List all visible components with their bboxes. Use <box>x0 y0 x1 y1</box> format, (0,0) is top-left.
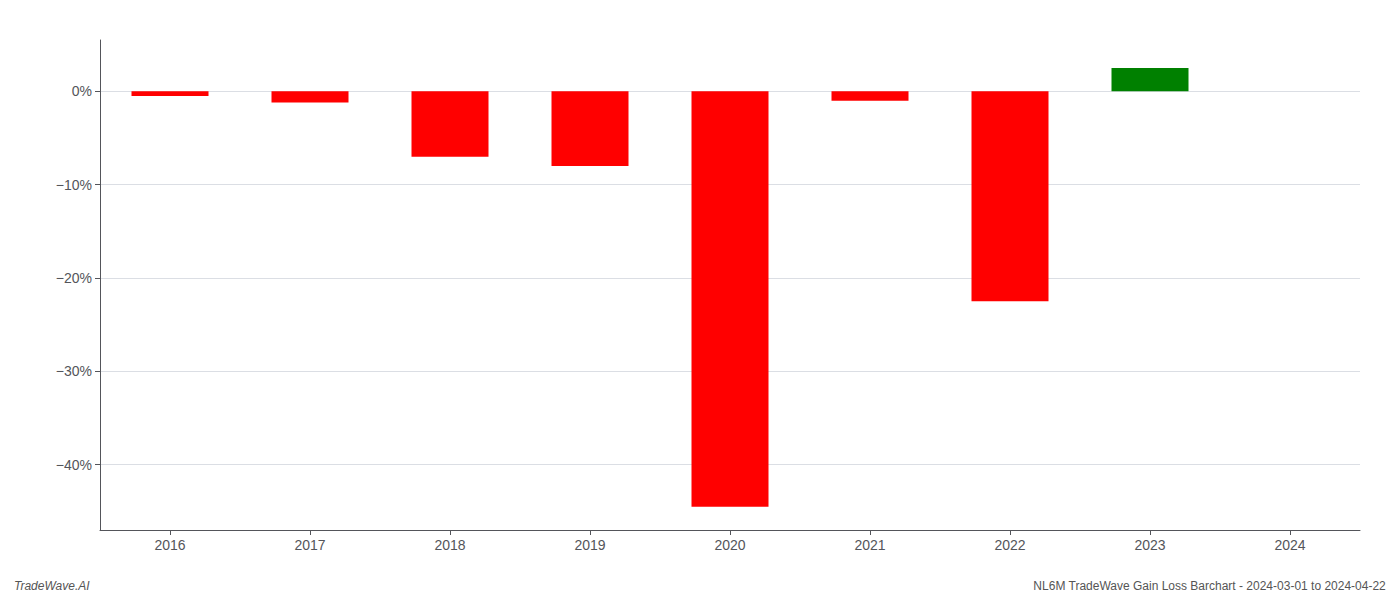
svg-text:2023: 2023 <box>1134 537 1165 553</box>
svg-text:2016: 2016 <box>154 537 185 553</box>
svg-text:0%: 0% <box>72 83 92 99</box>
svg-text:−40%: −40% <box>56 457 92 473</box>
svg-text:−20%: −20% <box>56 270 92 286</box>
svg-text:−10%: −10% <box>56 177 92 193</box>
svg-text:2018: 2018 <box>434 537 465 553</box>
svg-text:2019: 2019 <box>574 537 605 553</box>
svg-text:NL6M TradeWave Gain Loss Barch: NL6M TradeWave Gain Loss Barchart - 2024… <box>1033 579 1386 593</box>
svg-text:2021: 2021 <box>854 537 885 553</box>
svg-text:2020: 2020 <box>714 537 745 553</box>
svg-text:2022: 2022 <box>994 537 1025 553</box>
svg-text:2017: 2017 <box>294 537 325 553</box>
svg-text:TradeWave.AI: TradeWave.AI <box>14 579 90 593</box>
svg-text:−30%: −30% <box>56 363 92 379</box>
svg-text:2024: 2024 <box>1274 537 1305 553</box>
